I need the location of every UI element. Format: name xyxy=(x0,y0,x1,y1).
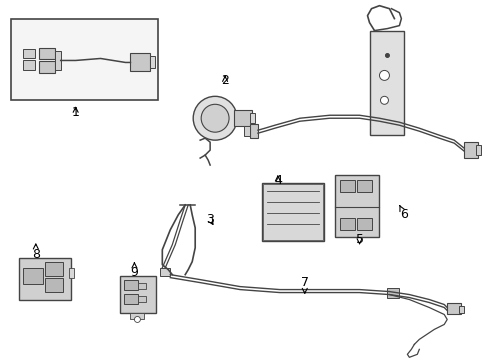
Bar xyxy=(124,280,138,289)
Bar xyxy=(369,31,404,135)
Bar xyxy=(19,258,71,300)
Text: 6: 6 xyxy=(400,206,408,221)
Bar xyxy=(150,57,155,68)
Bar xyxy=(138,283,147,289)
Bar xyxy=(250,113,255,123)
Bar xyxy=(130,314,145,319)
Bar xyxy=(357,218,371,230)
Bar xyxy=(130,54,150,71)
Bar xyxy=(447,302,461,315)
Text: 5: 5 xyxy=(356,233,364,246)
Text: 3: 3 xyxy=(206,213,214,226)
Text: 2: 2 xyxy=(221,74,229,87)
Bar xyxy=(23,49,35,58)
Circle shape xyxy=(379,71,390,80)
Bar xyxy=(262,183,324,241)
Bar xyxy=(244,126,250,136)
Circle shape xyxy=(193,96,237,140)
Bar xyxy=(340,180,355,192)
Bar xyxy=(459,306,464,314)
Bar xyxy=(121,276,156,314)
Bar xyxy=(357,180,371,192)
Bar xyxy=(476,145,481,155)
Bar xyxy=(23,60,35,71)
Bar xyxy=(234,110,252,126)
Bar xyxy=(250,124,258,138)
Bar xyxy=(39,62,55,73)
Bar xyxy=(39,48,55,59)
Circle shape xyxy=(380,96,389,104)
Bar xyxy=(23,268,43,284)
Bar xyxy=(124,293,138,303)
Circle shape xyxy=(386,54,390,58)
Bar xyxy=(45,278,63,292)
Bar xyxy=(335,175,379,237)
Bar xyxy=(138,296,147,302)
Bar xyxy=(69,268,74,278)
Bar xyxy=(388,288,399,298)
Bar xyxy=(263,184,323,240)
Bar xyxy=(45,262,63,276)
Bar xyxy=(11,19,158,100)
Circle shape xyxy=(201,104,229,132)
Text: 1: 1 xyxy=(72,106,79,119)
Bar xyxy=(340,218,355,230)
Bar xyxy=(55,50,61,71)
Circle shape xyxy=(134,316,141,323)
Text: 7: 7 xyxy=(301,276,309,293)
Text: 4: 4 xyxy=(274,174,282,186)
Text: 9: 9 xyxy=(130,263,138,279)
Bar xyxy=(464,142,478,158)
Text: 8: 8 xyxy=(32,244,40,261)
Bar xyxy=(160,268,171,276)
